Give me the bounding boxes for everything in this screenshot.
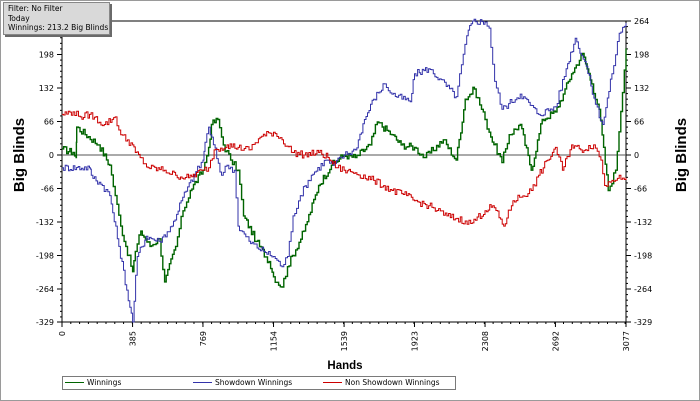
y-tick-label-right: -264 [634, 285, 652, 294]
y-tick-label-right: -198 [634, 252, 652, 261]
y-tick-label-left: -264 [36, 285, 54, 294]
y-tick-label-right: 198 [634, 51, 649, 60]
x-tick-label: 0 [58, 331, 67, 336]
x-tick-label: 2308 [481, 331, 490, 351]
x-tick-label: 2692 [551, 331, 560, 351]
y-tick-label-left: -198 [36, 252, 54, 261]
legend-label-showdown: Showdown Winnings [215, 378, 293, 387]
x-tick-label: 1539 [340, 331, 349, 351]
y-tick-label-left: -132 [36, 218, 54, 227]
y-tick-label-right: -66 [634, 185, 647, 194]
legend-label-winnings: Winnings [87, 378, 122, 387]
legend-swatch-showdown [193, 382, 212, 383]
legend-swatch-non-showdown [323, 382, 342, 383]
x-tick-label: 1923 [410, 331, 419, 351]
y-tick-label-left: 66 [44, 118, 54, 127]
filter-label: Filter: No Filter [8, 4, 63, 13]
x-tick-label: 769 [199, 331, 208, 346]
plot-area [61, 20, 627, 323]
legend: Winnings Showdown Winnings Non Showdown … [62, 376, 456, 390]
y-tick-label-left: -66 [41, 185, 54, 194]
y-tick-label-right: 132 [634, 84, 649, 93]
y-tick-label-right: -329 [634, 318, 652, 327]
y-tick-label-left: -329 [36, 318, 54, 327]
winnings-summary: Winnings: 213.2 Big Blinds [8, 23, 109, 32]
y-tick-label-left: 198 [39, 51, 54, 60]
y-tick-label-left: 132 [39, 84, 54, 93]
y-tick-label-right: 264 [634, 17, 649, 26]
y-tick-label-right: -132 [634, 218, 652, 227]
y-tick-label-right: 66 [634, 118, 644, 127]
y-axis-title-right: Big Blinds [673, 118, 690, 192]
legend-label-non-showdown: Non Showdown Winnings [345, 378, 440, 387]
legend-swatch-winnings [65, 382, 84, 383]
y-axis-title-left: Big Blinds [11, 118, 28, 192]
x-axis-title: Hands [327, 360, 362, 372]
x-tick-label: 3077 [622, 331, 631, 351]
x-tick-label: 385 [129, 331, 138, 346]
period-label: Today [8, 13, 30, 23]
filter-info-box: Filter: No Filter Today Winnings: 213.2 … [3, 2, 110, 35]
x-tick-label: 1154 [270, 331, 279, 351]
series-line-non-showdown-winnings [62, 110, 627, 227]
y-tick-label-left: 0 [49, 151, 54, 160]
y-tick-label-right: 0 [634, 151, 639, 160]
series-line-showdown-winnings [62, 18, 627, 323]
